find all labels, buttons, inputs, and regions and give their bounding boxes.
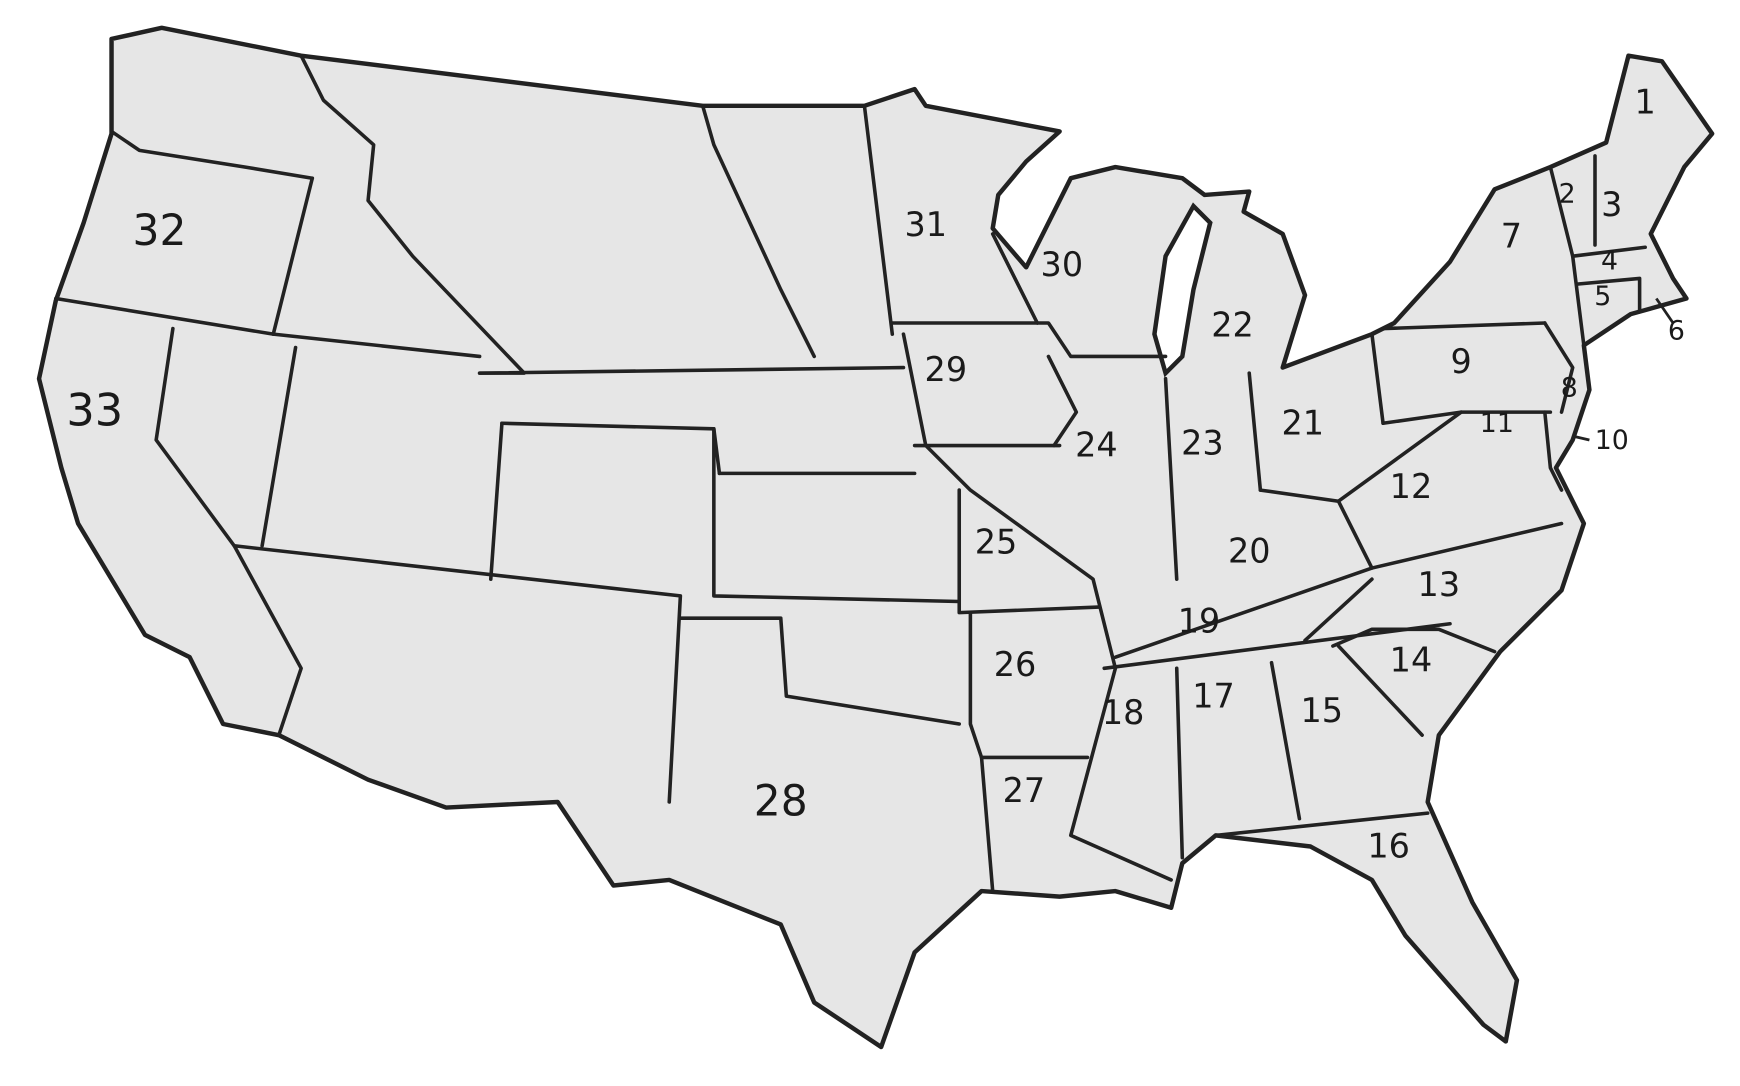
label-2: 2	[1559, 179, 1576, 210]
label-19: 19	[1178, 602, 1221, 641]
label-4: 4	[1601, 246, 1618, 277]
label-22: 22	[1211, 305, 1254, 344]
label-28: 28	[754, 776, 808, 825]
label-7: 7	[1501, 216, 1522, 255]
label-12: 12	[1390, 467, 1433, 506]
state-borders	[53, 53, 1647, 893]
label-16: 16	[1367, 827, 1410, 866]
label-24: 24	[1075, 426, 1118, 465]
label-31: 31	[904, 205, 947, 244]
label-15: 15	[1300, 691, 1343, 730]
us-outline	[36, 25, 1715, 1050]
label-20: 20	[1228, 532, 1271, 571]
label-3: 3	[1601, 185, 1622, 224]
label-14: 14	[1390, 641, 1433, 680]
label-33: 33	[66, 385, 123, 437]
label-1: 1	[1635, 83, 1656, 122]
lake-michigan	[1152, 202, 1213, 378]
state-number-labels: 1 2 3 4 5 6 7 8 9 10 11 12 13 14 15 16 1…	[66, 83, 1685, 866]
label-23: 23	[1181, 423, 1224, 462]
label-30: 30	[1041, 245, 1084, 284]
label-8: 8	[1561, 373, 1578, 404]
arrow-6	[1655, 297, 1675, 324]
label-26: 26	[994, 645, 1037, 684]
label-9: 9	[1451, 342, 1472, 381]
label-13: 13	[1418, 565, 1461, 604]
label-25: 25	[975, 523, 1018, 562]
leader-arrows	[1574, 297, 1675, 442]
arrow-10	[1574, 435, 1590, 442]
label-17: 17	[1192, 676, 1235, 715]
label-10: 10	[1595, 425, 1629, 456]
label-32: 32	[133, 206, 187, 255]
label-27: 27	[1003, 771, 1046, 810]
label-21: 21	[1281, 403, 1324, 442]
label-5: 5	[1594, 281, 1611, 312]
label-18: 18	[1102, 693, 1145, 732]
label-6: 6	[1668, 316, 1685, 347]
label-29: 29	[925, 350, 968, 389]
label-11: 11	[1480, 408, 1514, 439]
